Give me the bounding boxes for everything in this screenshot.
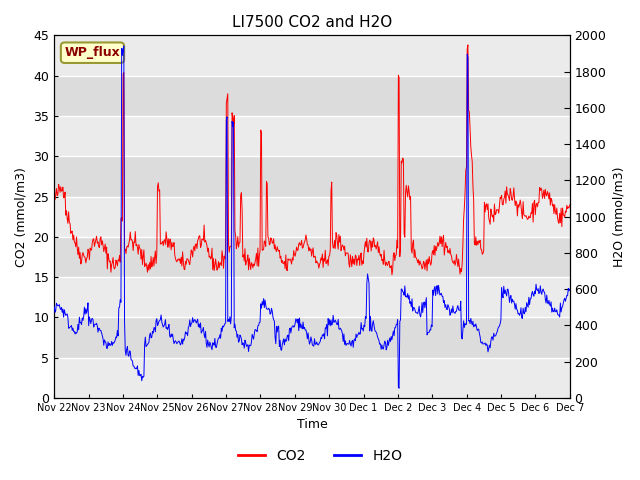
Y-axis label: CO2 (mmol/m3): CO2 (mmol/m3)	[15, 167, 28, 266]
Bar	[54, 358, 570, 398]
Bar	[54, 116, 570, 156]
Legend: CO2, H2O: CO2, H2O	[232, 443, 408, 468]
Bar	[54, 196, 570, 237]
Text: WP_flux: WP_flux	[65, 46, 120, 59]
Y-axis label: H2O (mmol/m3): H2O (mmol/m3)	[612, 167, 625, 267]
X-axis label: Time: Time	[296, 419, 328, 432]
Title: LI7500 CO2 and H2O: LI7500 CO2 and H2O	[232, 15, 392, 30]
Bar	[54, 36, 570, 76]
Bar	[54, 277, 570, 317]
